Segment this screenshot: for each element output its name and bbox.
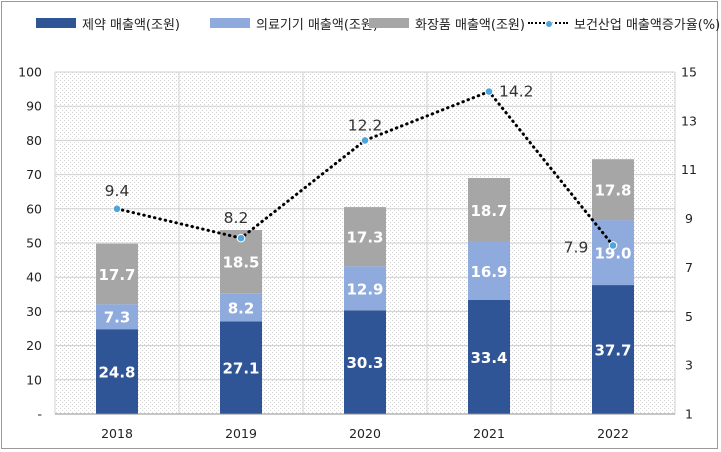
bar-segment — [468, 178, 510, 242]
bar-segment — [344, 207, 386, 267]
y-right-tick-label: 3 — [685, 358, 693, 373]
y-right-tick-label: 7 — [685, 260, 693, 275]
legend-item-medical: 의료기기 매출액(조원) — [210, 14, 378, 33]
bar-value-label: 16.9 — [470, 263, 507, 281]
bar-segment — [592, 159, 634, 221]
bar-segment — [96, 329, 138, 414]
legend-swatch-cosmetic — [369, 18, 409, 28]
growth-point — [608, 241, 618, 250]
y-left-tick-label: 80 — [26, 133, 42, 148]
bar-value-label: 17.8 — [594, 182, 631, 200]
legend-swatch-pharma — [36, 18, 76, 28]
growth-point — [484, 87, 494, 96]
growth-data-label: 14.2 — [499, 83, 534, 101]
bar-segment — [344, 266, 386, 311]
x-tick-label: 2021 — [473, 426, 505, 441]
y-left-tick-label: 10 — [26, 372, 42, 387]
growth-data-label: 12.2 — [348, 116, 383, 134]
bar-value-label: 24.8 — [98, 364, 135, 382]
y-left-tick-label: 90 — [26, 99, 42, 114]
growth-data-label: 9.4 — [105, 182, 130, 200]
growth-point — [236, 233, 246, 243]
legend-item-pharma: 제약 매출액(조원) — [36, 14, 180, 33]
bar-value-label: 18.7 — [470, 202, 507, 220]
legend-label-medical: 의료기기 매출액(조원) — [256, 17, 378, 33]
growth-point — [360, 136, 370, 145]
y-left-tick-label: 100 — [18, 65, 42, 80]
bar-segment — [220, 321, 262, 414]
bar-segment — [344, 310, 386, 414]
legend-label-growth: 보건산업 매출액증가율(%) — [574, 17, 721, 33]
legend: 제약 매출액(조원) 의료기기 매출액(조원) 화장품 매출액(조원) 보건산업… — [2, 2, 721, 42]
legend-item-cosmetic: 화장품 매출액(조원) — [369, 14, 525, 33]
x-tick-label: 2019 — [225, 426, 257, 441]
y-right-tick-label: 11 — [681, 162, 697, 177]
y-right-tick-label: 1 — [685, 407, 693, 422]
y-left-tick-label: 20 — [26, 338, 42, 353]
growth-data-label: 7.9 — [564, 238, 589, 256]
bar-value-label: 17.3 — [346, 229, 383, 247]
y-right-tick-label: 15 — [681, 65, 697, 80]
bar-value-label: 33.4 — [470, 349, 507, 367]
y-left-tick-label: 60 — [26, 201, 42, 216]
bar-value-label: 27.1 — [222, 360, 259, 378]
y-right-tick-label: 5 — [685, 309, 693, 324]
legend-label-cosmetic: 화장품 매출액(조원) — [415, 17, 525, 33]
legend-item-growth: 보건산업 매출액증가율(%) — [528, 14, 721, 33]
x-tick-label: 2020 — [349, 426, 381, 441]
legend-label-pharma: 제약 매출액(조원) — [82, 17, 180, 33]
bar-value-label: 18.5 — [222, 254, 259, 272]
y-left-tick-label: - — [37, 407, 42, 422]
bar-value-label: 17.7 — [98, 266, 135, 284]
y-left-tick-label: 50 — [26, 236, 42, 251]
growth-data-label: 8.2 — [224, 209, 249, 227]
y-left-tick-label: 40 — [26, 270, 42, 285]
bar-value-label: 12.9 — [346, 280, 383, 298]
bar-value-label: 8.2 — [228, 299, 255, 317]
bar-value-label: 7.3 — [104, 309, 131, 327]
x-tick-label: 2018 — [101, 426, 133, 441]
y-right-tick-label: 13 — [681, 113, 697, 128]
bar-value-label: 19.0 — [594, 245, 631, 263]
bar-segment — [468, 299, 510, 414]
x-tick-label: 2022 — [597, 426, 629, 441]
bar-segment — [220, 293, 262, 322]
y-right-tick-label: 9 — [685, 211, 693, 226]
growth-point — [112, 204, 122, 214]
bar-segment — [592, 285, 634, 414]
bar-value-label: 30.3 — [346, 354, 383, 372]
bar-segment — [592, 220, 634, 286]
growth-line: 9.4 8.2 12.2 14.2 7.9 — [105, 83, 618, 256]
legend-swatch-growth — [528, 18, 568, 28]
y-left-tick-label: 30 — [26, 304, 42, 319]
bar-segment — [96, 243, 138, 305]
bars: 24.8 7.3 17.7 27.1 8.2 18.5 30.3 12.9 17.3 33.4 16… — [96, 159, 634, 414]
bar-value-label: 37.7 — [594, 342, 631, 360]
legend-swatch-medical — [210, 18, 250, 28]
y-left-tick-label: 70 — [26, 167, 42, 182]
bar-segment — [96, 304, 138, 330]
bar-segment — [468, 241, 510, 300]
